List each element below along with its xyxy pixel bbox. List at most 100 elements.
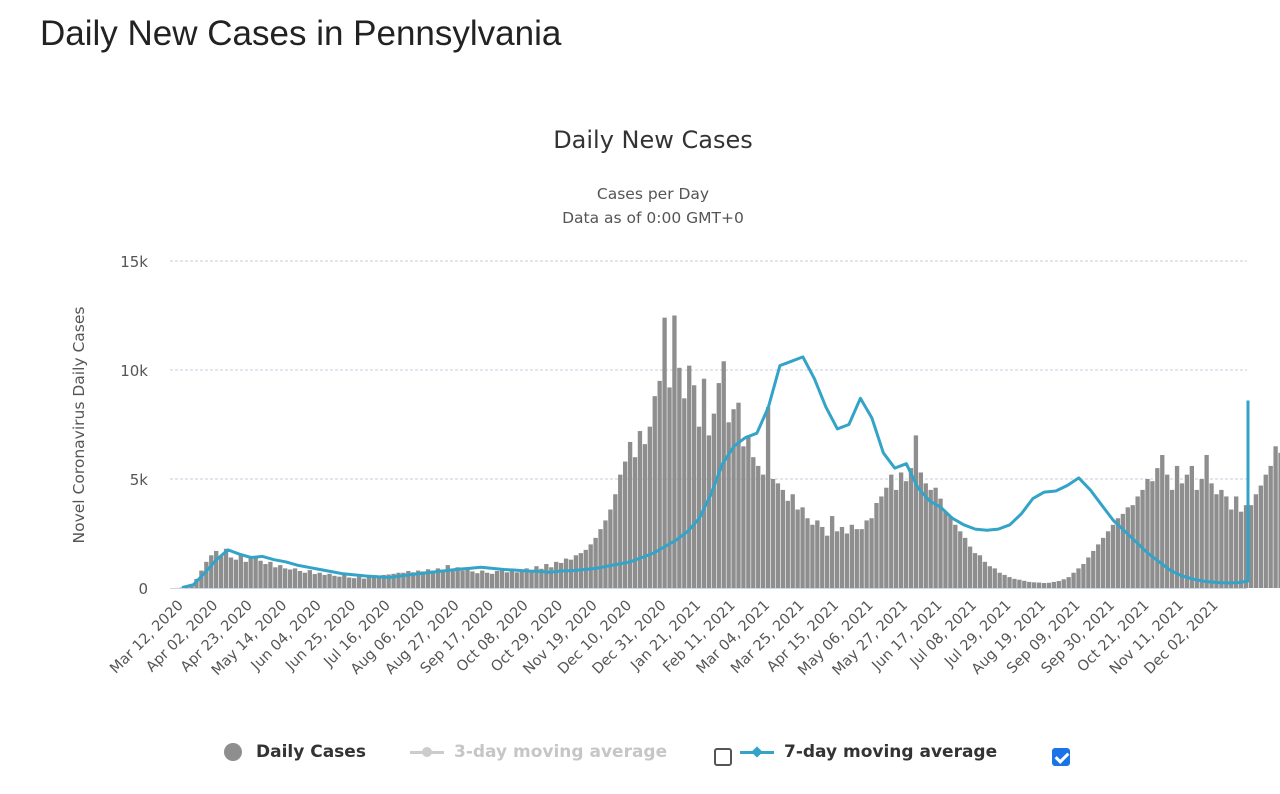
daily-case-bar[interactable] — [928, 489, 933, 588]
daily-case-bar[interactable] — [741, 446, 746, 588]
daily-case-bar[interactable] — [420, 571, 426, 588]
daily-case-bar[interactable] — [588, 544, 593, 588]
checkbox-3-day-average[interactable] — [714, 748, 732, 766]
daily-case-bar[interactable] — [401, 572, 406, 588]
daily-case-bar[interactable] — [1076, 568, 1081, 588]
daily-case-bar[interactable] — [864, 520, 869, 588]
daily-case-bar[interactable] — [554, 561, 559, 588]
daily-case-bar[interactable] — [918, 472, 923, 588]
daily-case-bar[interactable] — [736, 402, 741, 588]
daily-case-bar[interactable] — [1209, 483, 1214, 588]
daily-case-bar[interactable] — [1169, 489, 1175, 588]
daily-case-bar[interactable] — [1046, 582, 1052, 588]
daily-case-bar[interactable] — [470, 571, 475, 588]
daily-case-bar[interactable] — [825, 535, 830, 588]
daily-case-bar[interactable] — [1031, 582, 1037, 588]
daily-case-bar[interactable] — [908, 468, 914, 588]
daily-case-bar[interactable] — [243, 561, 248, 588]
daily-case-bar[interactable] — [839, 526, 845, 588]
daily-case-bar[interactable] — [1091, 550, 1096, 588]
daily-case-bar[interactable] — [677, 367, 682, 588]
daily-case-bar[interactable] — [1273, 446, 1278, 588]
daily-case-bar[interactable] — [687, 365, 692, 588]
daily-case-bar[interactable] — [1036, 582, 1042, 588]
daily-case-bar[interactable] — [623, 461, 628, 588]
daily-case-bar[interactable] — [1100, 537, 1106, 588]
daily-case-bar[interactable] — [810, 524, 815, 588]
daily-case-bar[interactable] — [780, 489, 786, 588]
daily-case-bar[interactable] — [1105, 531, 1111, 588]
daily-case-bar[interactable] — [785, 500, 790, 588]
daily-case-bar[interactable] — [652, 396, 657, 588]
daily-case-bar[interactable] — [218, 556, 224, 588]
daily-case-bar[interactable] — [701, 378, 707, 588]
daily-case-bar[interactable] — [997, 572, 1002, 588]
daily-case-bar[interactable] — [884, 487, 889, 588]
daily-case-bar[interactable] — [770, 479, 776, 588]
daily-case-bar[interactable] — [504, 572, 510, 588]
daily-case-bar[interactable] — [1017, 579, 1022, 588]
daily-case-bar[interactable] — [667, 387, 672, 588]
daily-case-bar[interactable] — [312, 574, 317, 588]
daily-case-bar[interactable] — [992, 568, 997, 588]
daily-case-bar[interactable] — [800, 507, 805, 588]
daily-case-bar[interactable] — [1150, 481, 1155, 588]
daily-case-bar[interactable] — [834, 531, 840, 588]
daily-case-bar[interactable] — [1056, 581, 1061, 588]
daily-case-bar[interactable] — [894, 489, 899, 588]
daily-case-bar[interactable] — [692, 385, 697, 588]
legend-item-7-day-average[interactable]: 7-day moving average — [740, 742, 997, 762]
daily-case-bar[interactable] — [613, 494, 618, 588]
daily-case-bar[interactable] — [465, 568, 470, 588]
daily-case-bar[interactable] — [524, 568, 529, 588]
daily-case-bar[interactable] — [485, 572, 490, 588]
daily-case-bar[interactable] — [1120, 513, 1126, 588]
daily-case-bar[interactable] — [869, 518, 874, 588]
daily-case-bar[interactable] — [1110, 524, 1116, 588]
daily-case-bar[interactable] — [204, 561, 209, 588]
daily-case-bar[interactable] — [756, 465, 761, 588]
daily-case-bar[interactable] — [1086, 557, 1091, 588]
daily-case-bar[interactable] — [297, 571, 303, 588]
daily-case-bar[interactable] — [228, 557, 234, 588]
daily-case-bar[interactable] — [1130, 505, 1135, 588]
daily-case-bar[interactable] — [1278, 452, 1280, 588]
daily-case-bar[interactable] — [1165, 474, 1170, 588]
daily-case-bar[interactable] — [706, 435, 712, 588]
daily-case-bar[interactable] — [361, 578, 367, 588]
daily-case-bar[interactable] — [972, 553, 978, 588]
daily-case-bar[interactable] — [549, 567, 554, 588]
daily-case-bar[interactable] — [440, 569, 446, 588]
daily-case-bar[interactable] — [829, 516, 835, 588]
daily-case-bar[interactable] — [514, 572, 519, 588]
daily-case-bar[interactable] — [637, 431, 643, 588]
legend-item-daily-cases[interactable]: Daily Cases — [224, 742, 366, 762]
daily-case-bar[interactable] — [1234, 496, 1239, 588]
daily-case-bar[interactable] — [425, 569, 431, 588]
daily-case-bar[interactable] — [386, 574, 391, 588]
daily-case-bar[interactable] — [278, 565, 283, 588]
daily-case-bar[interactable] — [1081, 564, 1086, 588]
daily-case-bar[interactable] — [760, 474, 766, 588]
daily-case-bar[interactable] — [381, 574, 386, 588]
daily-case-bar[interactable] — [1066, 577, 1071, 588]
daily-case-bar[interactable] — [716, 383, 721, 588]
daily-case-bar[interactable] — [726, 422, 731, 588]
daily-case-bar[interactable] — [1051, 581, 1057, 588]
daily-case-bar[interactable] — [248, 558, 253, 588]
daily-case-bar[interactable] — [534, 566, 539, 588]
daily-case-bar[interactable] — [287, 569, 293, 588]
daily-case-bar[interactable] — [411, 572, 416, 588]
daily-case-bar[interactable] — [258, 560, 263, 588]
daily-case-bar[interactable] — [1140, 489, 1145, 588]
daily-case-bar[interactable] — [721, 361, 726, 588]
daily-case-bar[interactable] — [233, 559, 239, 588]
daily-case-bar[interactable] — [775, 483, 781, 588]
daily-case-bar[interactable] — [982, 561, 988, 588]
daily-case-bar[interactable] — [238, 554, 243, 588]
daily-case-bar[interactable] — [618, 474, 623, 588]
daily-case-bar[interactable] — [672, 315, 677, 589]
daily-case-bar[interactable] — [568, 559, 574, 588]
daily-case-bar[interactable] — [938, 498, 943, 588]
daily-case-bar[interactable] — [1002, 574, 1007, 588]
